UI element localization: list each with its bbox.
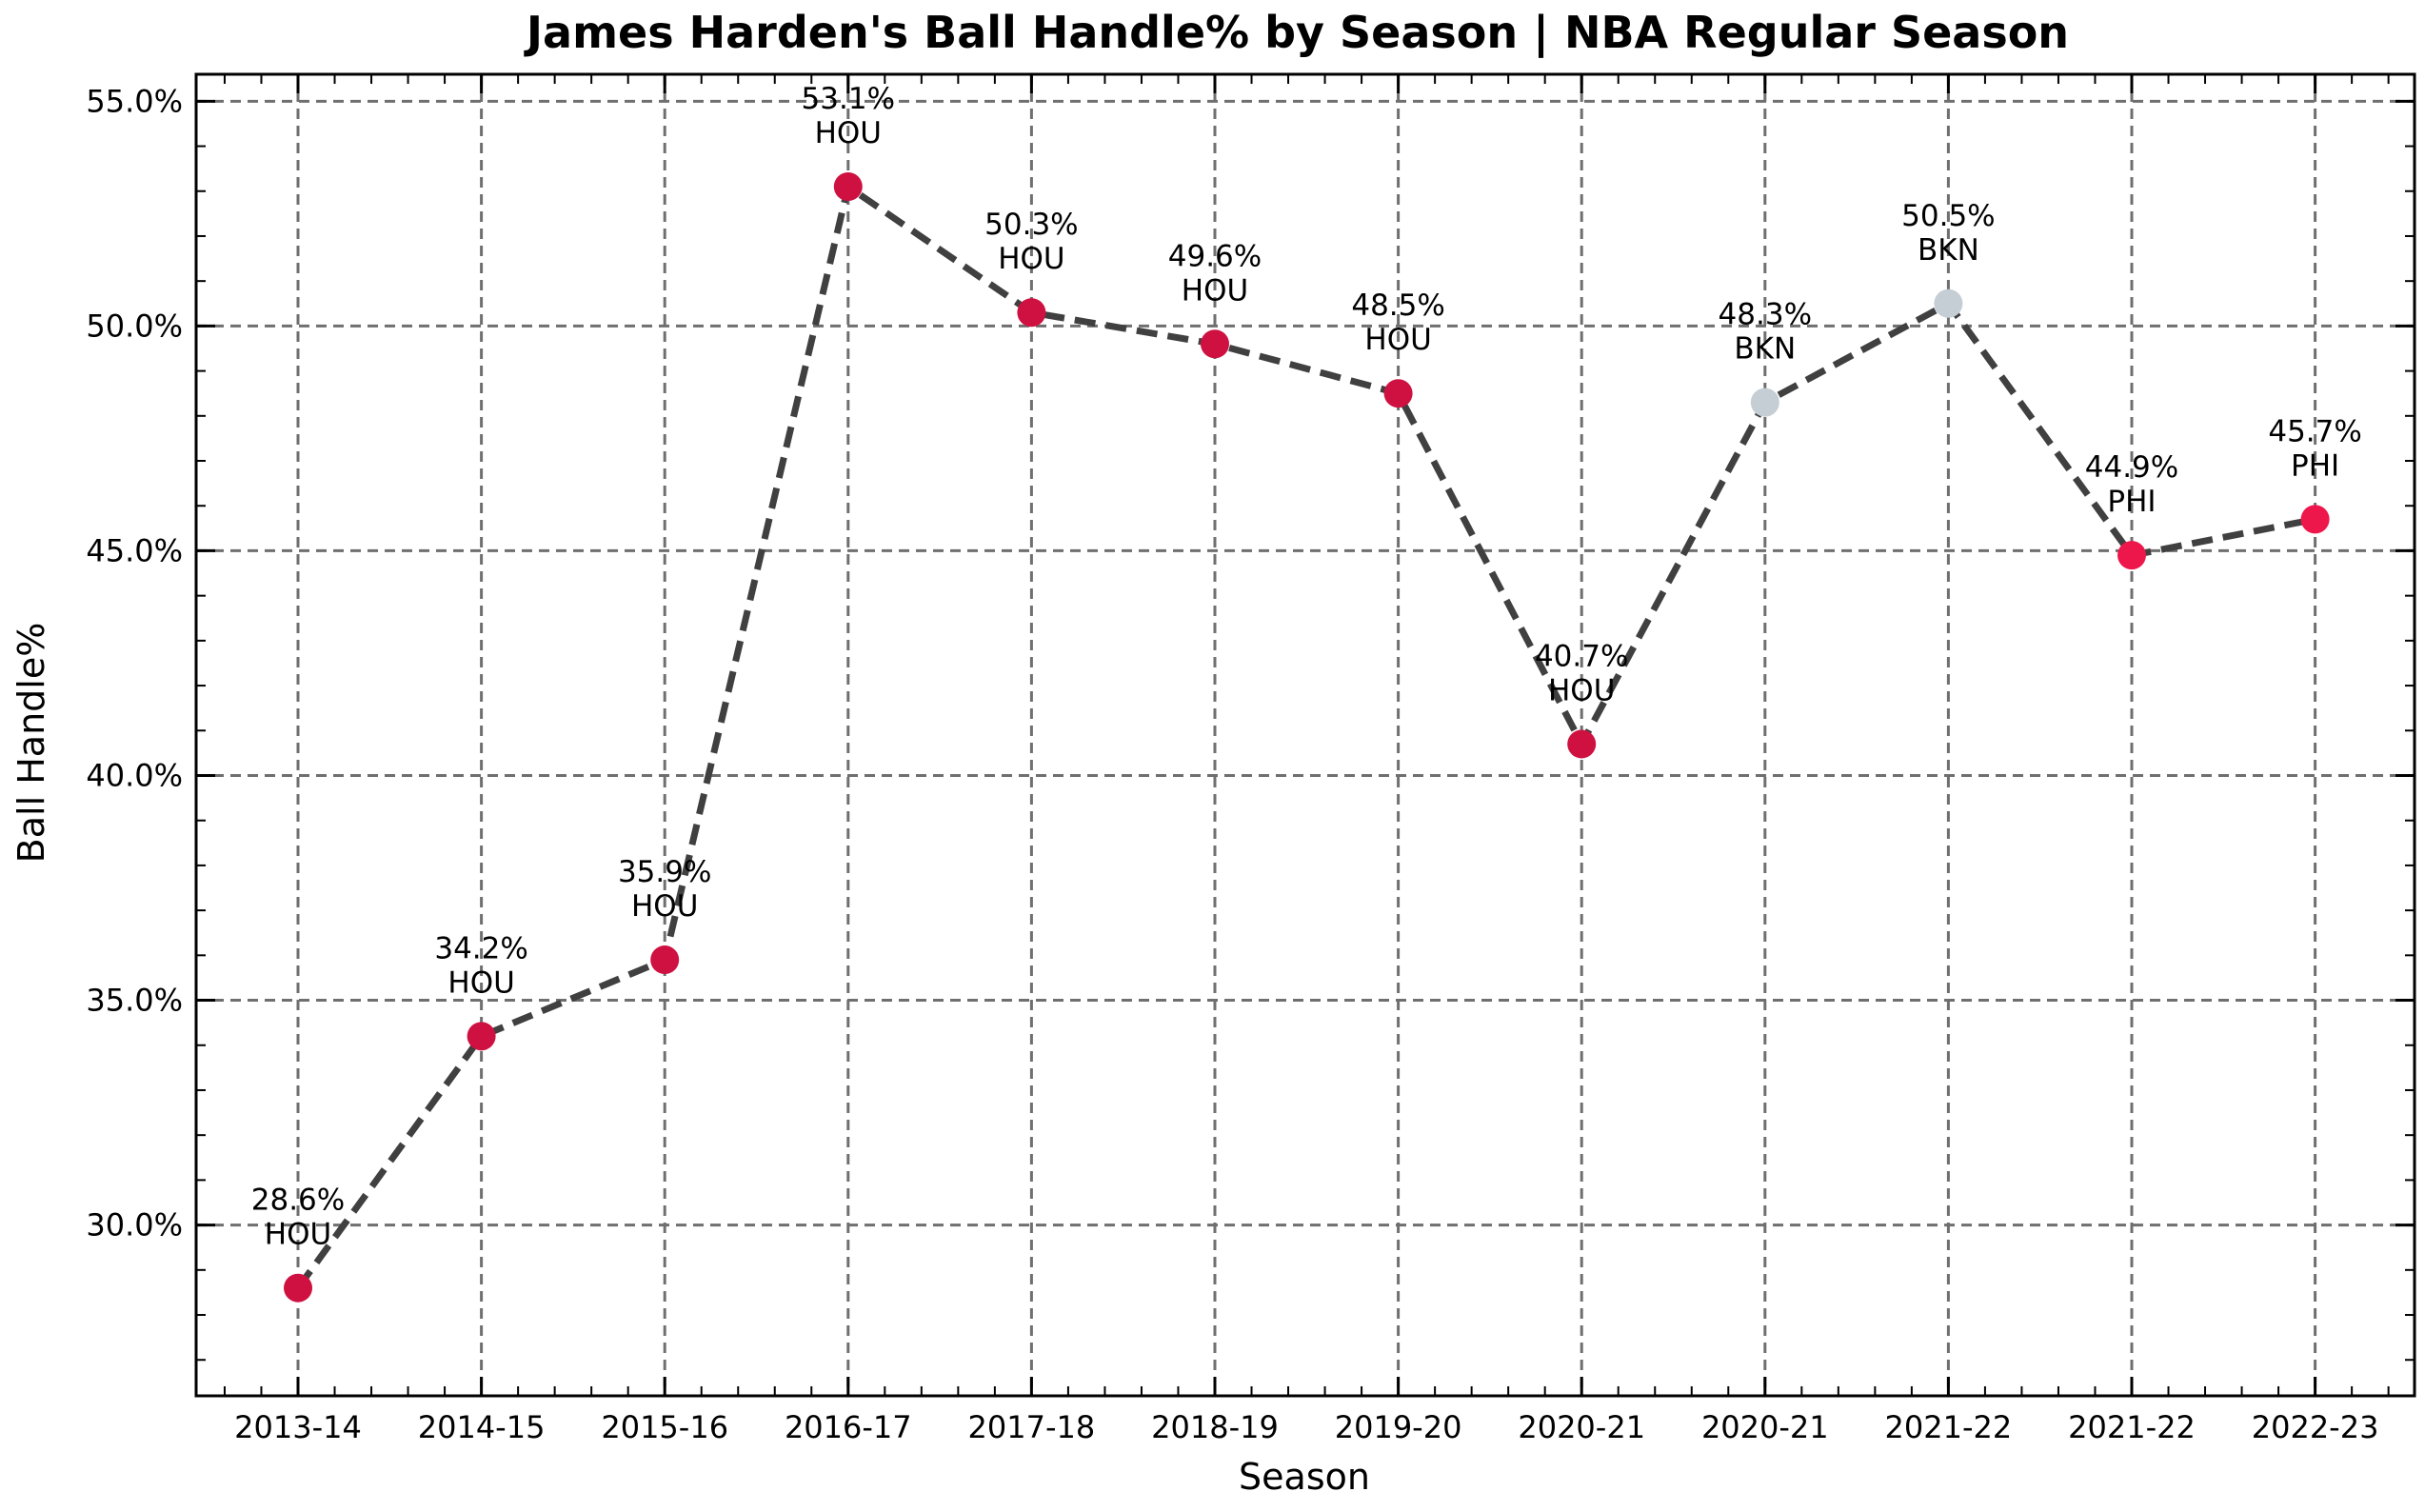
data-value-label: 48.5% <box>1351 288 1444 323</box>
data-team-label: HOU <box>447 965 514 1000</box>
data-team-label: HOU <box>1548 673 1615 707</box>
y-tick-label: 40.0% <box>86 757 183 793</box>
data-team-label: HOU <box>815 116 882 150</box>
data-labels: 28.6%HOU34.2%HOU35.9%HOU53.1%HOU50.3%HOU… <box>251 82 2362 1252</box>
tick-labels: 2013-14 2014-15 2015-16 2016-17 2017-18 2018-… <box>86 83 2378 1445</box>
data-team-label: HOU <box>265 1218 331 1252</box>
data-point <box>1383 379 1413 408</box>
data-point <box>1934 288 1963 318</box>
data-value-label: 45.7% <box>2268 414 2361 448</box>
chart-title: James Harden's Ball Handle% by Season | … <box>524 7 2069 59</box>
data-team-label: HOU <box>1364 323 1431 357</box>
data-value-label: 50.3% <box>984 208 1078 242</box>
y-tick-label: 50.0% <box>86 308 183 344</box>
y-tick-label: 30.0% <box>86 1207 183 1243</box>
data-team-label: HOU <box>1182 273 1248 308</box>
y-axis-label: Ball Handle% <box>10 623 52 864</box>
x-axis-label: Season <box>1239 1456 1370 1498</box>
data-point <box>1750 388 1779 417</box>
data-point <box>1567 729 1597 759</box>
data-point <box>284 1273 312 1303</box>
x-tick-label: 2017-18 <box>968 1409 1096 1445</box>
data-point <box>2117 541 2146 570</box>
y-tick-label: 55.0% <box>86 83 183 119</box>
x-tick-label: 2021-22 <box>2068 1409 2196 1445</box>
data-value-label: 34.2% <box>434 931 527 965</box>
y-tick-label: 45.0% <box>86 532 183 568</box>
data-value-label: 44.9% <box>2085 450 2178 485</box>
data-team-label: HOU <box>631 889 698 924</box>
data-team-label: PHI <box>2107 485 2156 519</box>
data-point <box>650 945 680 975</box>
data-value-label: 49.6% <box>1168 239 1262 273</box>
x-tick-label: 2020-21 <box>1701 1409 1829 1445</box>
data-value-label: 40.7% <box>1535 639 1628 673</box>
y-tick-label: 35.0% <box>86 983 183 1019</box>
data-value-label: 48.3% <box>1719 298 1812 332</box>
data-value-label: 35.9% <box>618 855 711 889</box>
data-point <box>1017 298 1046 328</box>
x-tick-label: 2021-22 <box>1885 1409 2013 1445</box>
x-tick-label: 2018-19 <box>1151 1409 1279 1445</box>
data-value-label: 50.5% <box>1901 199 1995 233</box>
x-tick-label: 2013-14 <box>234 1409 362 1445</box>
x-tick-label: 2014-15 <box>418 1409 546 1445</box>
x-tick-label: 2019-20 <box>1335 1409 1462 1445</box>
data-team-label: BKN <box>1734 332 1796 367</box>
data-team-label: BKN <box>1918 233 1979 268</box>
x-tick-label: 2022-23 <box>2252 1409 2379 1445</box>
data-team-label: PHI <box>2291 448 2339 483</box>
x-tick-label: 2020-21 <box>1518 1409 1645 1445</box>
plot-frame <box>194 72 2416 1398</box>
data-point <box>833 172 863 202</box>
data-point <box>2300 505 2330 534</box>
data-points <box>284 172 2330 1303</box>
axis-ticks <box>196 74 2415 1396</box>
data-value-label: 28.6% <box>251 1184 345 1218</box>
data-point <box>467 1022 496 1051</box>
grid <box>196 74 2415 1396</box>
x-tick-label: 2015-16 <box>601 1409 728 1445</box>
x-tick-label: 2016-17 <box>785 1409 912 1445</box>
series-line <box>295 181 2316 1290</box>
data-point <box>1201 329 1229 359</box>
data-team-label: HOU <box>998 242 1064 276</box>
